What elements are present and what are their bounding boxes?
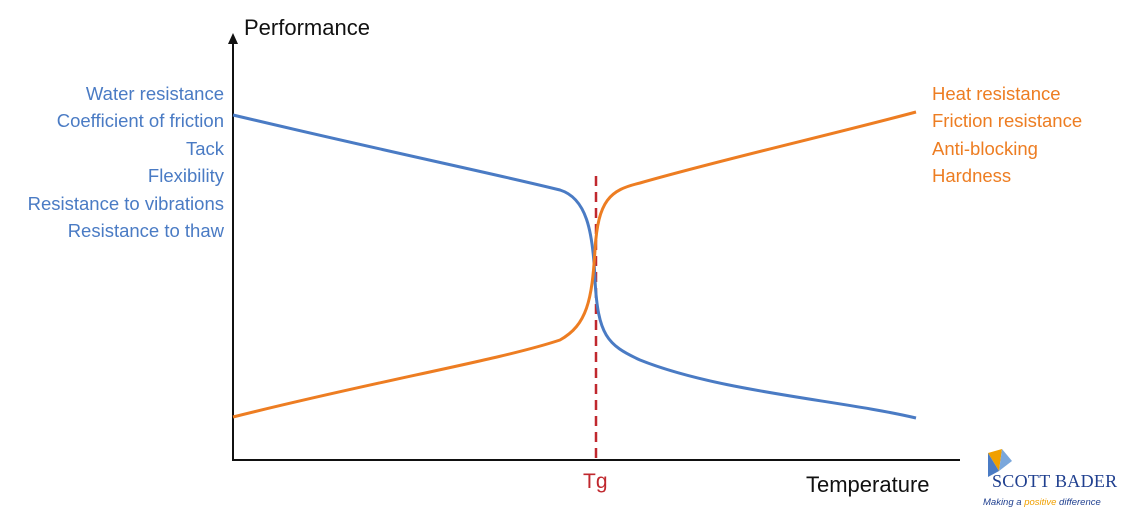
- orange-curve: [232, 110, 917, 419]
- logo-name: SCOTT BADER: [992, 471, 1118, 491]
- left-property-item: Water resistance: [85, 83, 224, 104]
- left-property-item: Resistance to thaw: [67, 220, 224, 242]
- left-property-item: Resistance to vibrations: [27, 192, 224, 214]
- logo-tagline: Making a positive difference: [983, 497, 1101, 508]
- x-axis-title: Temperature: [806, 472, 930, 497]
- scott-bader-logo: SCOTT BADER Making a positive difference: [980, 445, 1140, 520]
- right-property-item: Anti-blocking: [932, 137, 1038, 159]
- right-property-item: Friction resistance: [932, 110, 1083, 132]
- y-axis-arrowhead: [228, 33, 238, 44]
- logo-sail-icon: [988, 449, 1012, 477]
- tg-label: Tg: [583, 470, 608, 493]
- right-property-item: Heat resistance: [932, 83, 1061, 104]
- left-property-item: Coefficient of friction: [56, 110, 224, 132]
- left-property-list: Water resistance Coefficient of friction…: [28, 80, 224, 244]
- right-property-item: Hardness: [932, 165, 1012, 187]
- y-axis-title: Performance: [244, 15, 370, 40]
- left-property-item: Tack: [185, 137, 224, 159]
- left-property-item: Flexibility: [147, 165, 224, 187]
- right-property-list: Heat resistance Friction resistance Anti…: [932, 80, 1082, 190]
- blue-curve: [232, 113, 917, 420]
